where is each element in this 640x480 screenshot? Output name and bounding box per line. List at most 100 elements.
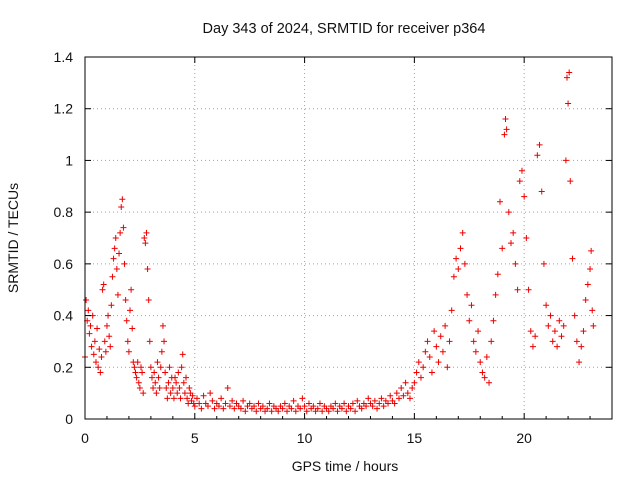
data-point (132, 369, 139, 376)
data-point (354, 397, 361, 404)
data-point (153, 390, 160, 397)
data-point (255, 400, 262, 407)
data-point (169, 384, 176, 391)
data-point (222, 400, 229, 407)
data-point (183, 374, 190, 381)
data-point (409, 384, 416, 391)
data-point (200, 392, 207, 399)
data-point (127, 307, 134, 314)
data-point (549, 338, 556, 345)
data-point (589, 307, 596, 314)
data-point (501, 131, 508, 138)
data-point (576, 359, 583, 366)
data-point (477, 359, 484, 366)
data-point (330, 405, 337, 412)
data-point (459, 229, 466, 236)
data-point (406, 395, 413, 402)
data-point (155, 374, 162, 381)
data-points (82, 69, 597, 415)
data-point (371, 397, 378, 404)
y-tick-label: 0.4 (54, 308, 74, 324)
data-point (457, 245, 464, 252)
data-point (150, 384, 157, 391)
data-point (99, 286, 106, 293)
data-point (275, 408, 282, 415)
data-point (177, 395, 184, 402)
data-point (516, 178, 523, 185)
data-point (109, 273, 116, 280)
data-point (352, 408, 359, 415)
data-point (172, 374, 179, 381)
data-point (411, 379, 418, 386)
data-point (281, 400, 288, 407)
data-point (224, 384, 231, 391)
data-point (112, 235, 119, 241)
data-point (136, 384, 143, 391)
data-point (499, 245, 506, 252)
data-point (529, 343, 536, 350)
data-point (143, 229, 150, 236)
data-point (83, 297, 90, 304)
y-tick-labels: 0 0.2 0.4 0.6 0.8 1 1.2 1.4 (54, 49, 74, 427)
data-point (226, 403, 233, 410)
data-point (131, 364, 138, 371)
data-point (141, 235, 148, 241)
data-point (229, 397, 236, 404)
data-point (246, 400, 253, 407)
data-point (167, 390, 174, 397)
data-point (184, 395, 191, 402)
y-tick-label: 0.6 (54, 256, 74, 272)
data-point (455, 266, 462, 273)
data-point (88, 343, 95, 350)
data-point (122, 297, 129, 304)
data-point (492, 291, 499, 298)
data-point (158, 348, 165, 355)
data-point (129, 325, 136, 332)
data-point (96, 346, 103, 353)
data-point (453, 255, 460, 262)
data-point (490, 317, 497, 324)
data-point (450, 273, 457, 280)
data-point (124, 338, 131, 345)
data-point (363, 403, 370, 410)
data-point (417, 374, 424, 381)
data-point (365, 395, 372, 402)
data-point (332, 400, 339, 407)
y-tick-label: 0.2 (54, 359, 74, 375)
data-point (174, 390, 181, 397)
data-point (374, 405, 381, 412)
data-point (534, 152, 541, 159)
chart-title: Day 343 of 2024, SRMTID for receiver p36… (203, 21, 486, 37)
data-point (488, 338, 495, 345)
data-point (558, 333, 565, 340)
data-point (237, 405, 244, 412)
data-point (470, 338, 477, 345)
data-point (444, 364, 451, 371)
data-point (343, 408, 350, 415)
data-point (503, 126, 510, 133)
data-point (567, 178, 574, 185)
data-point (207, 390, 214, 397)
x-axis-label: GPS time / hours (292, 458, 399, 474)
data-point (259, 403, 266, 410)
data-point (297, 405, 304, 412)
data-point (163, 384, 170, 391)
data-point (123, 317, 130, 324)
data-point (341, 400, 348, 407)
data-point (391, 400, 398, 407)
data-point (240, 397, 247, 404)
data-point (220, 405, 227, 412)
data-point (420, 364, 427, 371)
data-point (347, 405, 354, 412)
data-point (146, 338, 153, 345)
data-point (398, 384, 405, 391)
data-point (305, 400, 312, 407)
data-point (156, 384, 163, 391)
data-point (209, 397, 216, 404)
data-point (376, 400, 383, 407)
data-point (554, 343, 561, 350)
data-point (159, 322, 166, 329)
data-point (442, 322, 449, 329)
data-point (134, 359, 141, 366)
